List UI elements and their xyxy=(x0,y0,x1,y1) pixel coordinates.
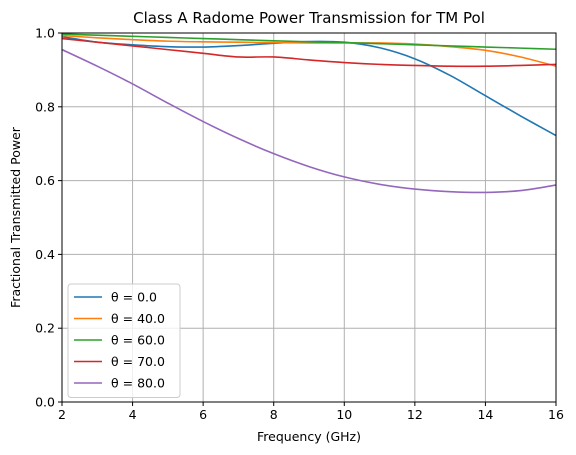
series-line-3 xyxy=(61,37,557,68)
x-tick-label: 12 xyxy=(407,407,423,422)
x-tick-label: 14 xyxy=(477,407,493,422)
series-layer xyxy=(61,33,557,194)
series-line-2 xyxy=(61,33,557,51)
chart-title: Class A Radome Power Transmission for TM… xyxy=(133,9,485,27)
x-tick-label: 10 xyxy=(336,407,352,422)
series-line-1 xyxy=(61,34,557,67)
x-tick-label: 8 xyxy=(270,407,278,422)
axis-ticks: 2 4 6 8 10 12 14 16 0.0 0.2 0.4 0.6 0.8 1.0 xyxy=(35,26,564,423)
legend: θ = 0.0 θ = 40.0 θ = 60.0 θ = 70.0 θ = 80.0 xyxy=(67,283,181,398)
x-tick-label: 2 xyxy=(58,407,66,422)
x-tick-label: 16 xyxy=(548,407,564,422)
x-axis-label: Frequency (GHz) xyxy=(257,429,361,444)
legend-label-0: θ = 0.0 xyxy=(111,290,157,305)
y-tick-label: 0.0 xyxy=(35,395,55,410)
y-tick-label: 0.4 xyxy=(35,247,55,262)
legend-label-2: θ = 60.0 xyxy=(111,333,165,348)
x-tick-label: 6 xyxy=(199,407,207,422)
x-tick-label: 4 xyxy=(129,407,137,422)
series-line-4 xyxy=(61,48,557,194)
y-tick-label: 0.6 xyxy=(35,173,55,188)
y-tick-label: 0.8 xyxy=(35,99,55,114)
legend-frame xyxy=(67,283,181,398)
legend-label-1: θ = 40.0 xyxy=(111,311,165,326)
y-tick-label: 1.0 xyxy=(35,26,55,41)
plot-frame xyxy=(61,32,557,403)
y-tick-label: 0.2 xyxy=(35,321,55,336)
y-axis-label: Fractional Transmitted Power xyxy=(8,126,23,308)
legend-label-3: θ = 70.0 xyxy=(111,354,165,369)
legend-label-4: θ = 80.0 xyxy=(111,376,165,391)
